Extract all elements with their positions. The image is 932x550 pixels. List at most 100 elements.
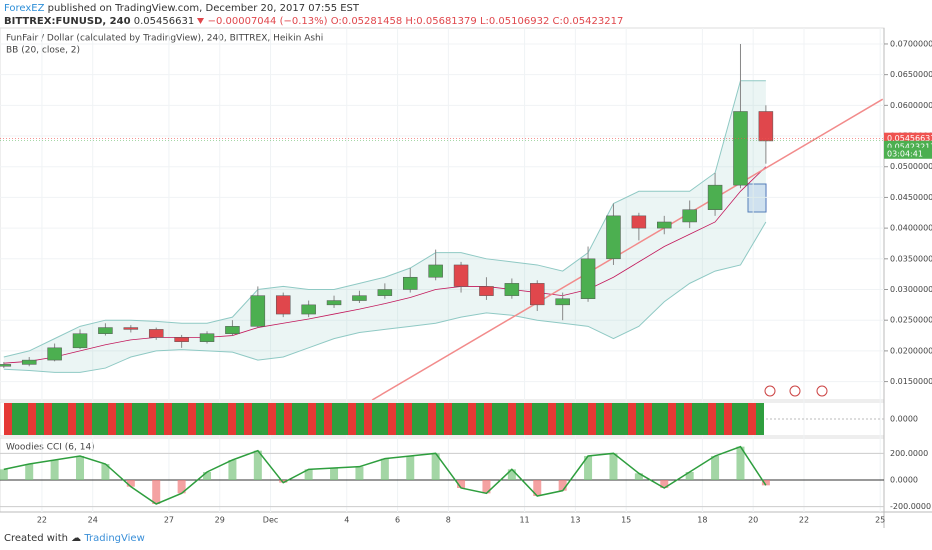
cci-bar bbox=[228, 460, 237, 480]
candle-body bbox=[657, 221, 672, 229]
strip-cell bbox=[692, 403, 700, 435]
strip-cell bbox=[388, 403, 396, 435]
x-tick-label: 24 bbox=[88, 516, 98, 525]
strip-cell bbox=[316, 403, 324, 435]
cci-bar bbox=[355, 466, 364, 480]
strip-cell bbox=[276, 403, 284, 435]
ohlc: L:0.05106932 bbox=[479, 16, 550, 27]
strip-cell bbox=[476, 403, 484, 435]
strip-cell bbox=[12, 403, 20, 435]
cci-bar bbox=[406, 456, 415, 480]
strip-cell bbox=[396, 403, 404, 435]
strip-cell bbox=[164, 403, 172, 435]
candle-body bbox=[707, 184, 723, 210]
cci-bar bbox=[0, 469, 8, 480]
cci-bar bbox=[177, 480, 186, 494]
strip-cell bbox=[412, 403, 420, 435]
cci-bar bbox=[660, 480, 669, 488]
strip-cell bbox=[596, 403, 604, 435]
strip-cell bbox=[100, 403, 108, 435]
strip-cell bbox=[644, 403, 652, 435]
strip-cell bbox=[308, 403, 316, 435]
strip-cell bbox=[636, 403, 644, 435]
cci-pane bbox=[0, 437, 885, 513]
strip-cell bbox=[348, 403, 356, 435]
strip-cell bbox=[668, 403, 676, 435]
cci-tick-label: 200.0000 bbox=[890, 449, 928, 458]
candle-body bbox=[555, 298, 570, 306]
x-tick-label: 18 bbox=[697, 516, 707, 525]
strip-cell bbox=[548, 403, 556, 435]
change: −0.00007044 (−0.13%) bbox=[207, 16, 328, 27]
strip-cell bbox=[700, 403, 708, 435]
candle-body bbox=[402, 276, 418, 290]
strip-cell bbox=[588, 403, 596, 435]
candle-body bbox=[733, 111, 748, 186]
cci-tick-label: 0.0000 bbox=[890, 476, 918, 485]
strip-cell bbox=[108, 403, 116, 435]
chart-title: FunFair / Dollar (calculated by TradingV… bbox=[6, 34, 323, 44]
strip-cell bbox=[52, 403, 60, 435]
strip-cell bbox=[196, 403, 204, 435]
x-tick-label: 27 bbox=[164, 516, 174, 525]
author[interactable]: ForexEZ bbox=[4, 3, 45, 14]
strip-cell bbox=[612, 403, 620, 435]
strip-cell bbox=[444, 403, 452, 435]
plot bbox=[0, 43, 884, 400]
strip-cell bbox=[532, 403, 540, 435]
candle-body bbox=[428, 264, 443, 278]
cci-bar bbox=[609, 453, 618, 480]
strip-cell bbox=[580, 403, 588, 435]
strip-cell bbox=[20, 403, 28, 435]
cci-bar bbox=[584, 456, 593, 480]
strip-cell bbox=[452, 403, 460, 435]
candle-body bbox=[47, 347, 62, 361]
strip-cell bbox=[428, 403, 436, 435]
price-marker-label: 0.05456631 bbox=[887, 134, 932, 143]
strip-cell bbox=[628, 403, 636, 435]
x-tick-label: 25 bbox=[875, 516, 885, 525]
candle-body bbox=[199, 333, 215, 342]
cci-bar bbox=[126, 480, 135, 487]
cci-bar bbox=[736, 446, 745, 480]
strip-cell bbox=[604, 403, 612, 435]
strip-cell bbox=[252, 403, 260, 435]
strip-cell bbox=[148, 403, 156, 435]
strip-cell bbox=[436, 403, 444, 435]
strip-cell bbox=[748, 403, 756, 435]
footer: Created with ☁ TradingView bbox=[4, 533, 145, 544]
strip-cell bbox=[652, 403, 660, 435]
brand[interactable]: TradingView bbox=[84, 533, 145, 544]
strip-cell bbox=[540, 403, 548, 435]
strip-cell bbox=[364, 403, 372, 435]
strip-cell bbox=[492, 403, 500, 435]
strip-cell bbox=[244, 403, 252, 435]
price-marker bbox=[884, 132, 932, 144]
candle-body bbox=[326, 300, 342, 306]
strip-cell bbox=[124, 403, 132, 435]
candle-body bbox=[530, 283, 545, 306]
candle-body bbox=[123, 327, 139, 330]
candle-body bbox=[504, 283, 520, 296]
trendline bbox=[371, 98, 884, 400]
strip-cell bbox=[68, 403, 76, 435]
strip-cell bbox=[60, 403, 68, 435]
strip-cell bbox=[572, 403, 580, 435]
strip-cell bbox=[116, 403, 124, 435]
candle-body bbox=[301, 304, 316, 315]
strip-cell bbox=[132, 403, 140, 435]
strip-cell bbox=[156, 403, 164, 435]
countdown: 03:04:41 bbox=[887, 149, 923, 158]
strip-cell bbox=[140, 403, 148, 435]
published: published on TradingView.com, December 2… bbox=[44, 3, 360, 14]
candle-body bbox=[479, 286, 494, 296]
strip-cell bbox=[44, 403, 52, 435]
x-tick-label: Dec bbox=[263, 516, 278, 525]
